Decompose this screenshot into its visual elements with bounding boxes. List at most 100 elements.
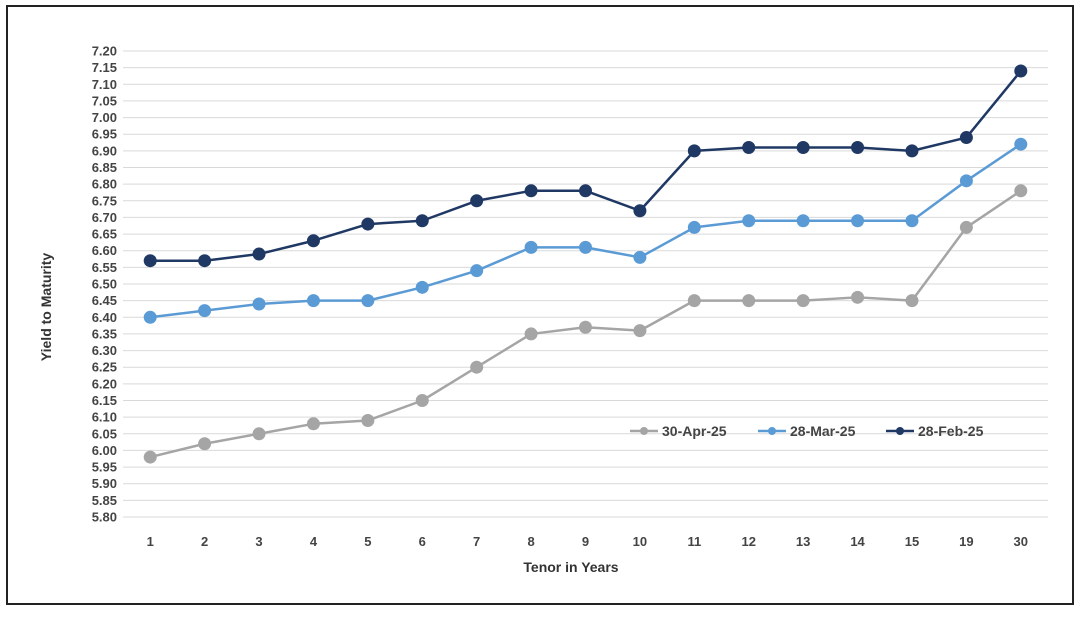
data-point — [415, 214, 429, 228]
legend-label: 28-Feb-25 — [918, 423, 984, 439]
series-line — [150, 70, 1022, 262]
y-tick-label: 6.35 — [92, 326, 117, 341]
data-point — [633, 324, 647, 338]
data-point — [1014, 64, 1028, 78]
data-point — [415, 280, 429, 294]
data-point — [252, 247, 266, 261]
data-point — [306, 417, 320, 431]
y-tick-label: 6.30 — [92, 343, 117, 358]
x-tick-label: 30 — [1014, 534, 1028, 549]
series-lines — [143, 64, 1028, 464]
data-point — [1014, 137, 1028, 151]
data-point — [796, 214, 810, 228]
y-tick-label: 6.25 — [92, 360, 117, 375]
legend-label: 28-Mar-25 — [790, 423, 856, 439]
x-tick-label: 6 — [419, 534, 426, 549]
y-tick-label: 7.00 — [92, 110, 117, 125]
data-point — [905, 214, 919, 228]
y-tick-label: 5.80 — [92, 510, 117, 525]
x-tick-label: 11 — [687, 534, 701, 549]
y-tick-label: 6.05 — [92, 426, 117, 441]
x-tick-label: 14 — [850, 534, 865, 549]
data-point — [524, 240, 538, 254]
data-point — [742, 141, 756, 155]
y-tick-label: 6.40 — [92, 310, 117, 325]
data-point — [198, 437, 212, 451]
data-point — [524, 184, 538, 198]
y-tick-label: 6.55 — [92, 260, 117, 275]
data-point — [687, 294, 701, 308]
data-point — [579, 184, 592, 198]
data-point — [687, 220, 701, 234]
series-28-Mar-25 — [143, 137, 1028, 324]
legend-swatch-marker — [896, 427, 904, 435]
data-point — [252, 427, 266, 441]
series-28-Feb-25 — [143, 64, 1028, 268]
y-tick-label: 6.10 — [92, 410, 117, 425]
x-tick-label: 5 — [364, 534, 371, 549]
data-point — [306, 294, 320, 308]
data-point — [470, 194, 484, 208]
y-tick-label: 6.80 — [92, 177, 117, 192]
legend-item: 30-Apr-25 — [630, 423, 727, 439]
data-point — [796, 294, 810, 308]
y-tick-label: 5.95 — [92, 460, 117, 475]
y-tick-label: 6.65 — [92, 227, 117, 242]
y-tick-label: 5.85 — [92, 493, 117, 508]
data-point — [361, 413, 375, 427]
yield-curve-chart: 5.80 5.85 5.905.95 6.00 6.056.10 6.15 6.206.25… — [38, 44, 1048, 575]
series-30-Apr-25 — [143, 184, 1028, 464]
x-tick-label: 1 — [147, 534, 154, 549]
legend-swatch-marker — [768, 427, 776, 435]
y-axis-title: Yield to Maturity — [38, 253, 54, 362]
data-point — [143, 450, 157, 464]
data-point — [252, 297, 266, 311]
y-tick-label: 5.90 — [92, 476, 117, 491]
data-point — [905, 294, 919, 308]
x-tick-label: 2 — [201, 534, 208, 549]
data-point — [742, 214, 756, 228]
data-point — [361, 217, 375, 231]
x-tick-label: 19 — [959, 534, 973, 549]
x-tick-label: 7 — [473, 534, 480, 549]
y-tick-label: 6.45 — [92, 293, 117, 308]
data-point — [198, 254, 212, 268]
y-tick-label: 6.70 — [92, 210, 117, 225]
data-point — [851, 214, 865, 228]
legend-swatch-marker — [640, 427, 648, 435]
data-point — [1014, 184, 1028, 198]
data-point — [579, 320, 592, 334]
y-tick-label: 6.50 — [92, 277, 117, 292]
y-tick-label: 6.75 — [92, 193, 117, 208]
y-tick-label: 7.20 — [92, 44, 117, 59]
x-tick-label: 15 — [905, 534, 919, 549]
legend-item: 28-Mar-25 — [758, 423, 856, 439]
data-point — [687, 144, 701, 158]
data-point — [470, 264, 484, 278]
y-tick-label: 7.15 — [92, 60, 117, 75]
y-tick-label: 6.60 — [92, 243, 117, 258]
series-line — [150, 143, 1022, 319]
data-point — [959, 131, 973, 145]
legend-item: 28-Feb-25 — [886, 423, 984, 439]
x-tick-label: 12 — [742, 534, 756, 549]
y-tick-label: 6.85 — [92, 160, 117, 175]
y-tick-label: 6.95 — [92, 127, 117, 142]
data-point — [851, 141, 865, 155]
data-point — [742, 294, 756, 308]
data-point — [959, 220, 973, 234]
data-point — [143, 310, 157, 324]
x-tick-label: 13 — [796, 534, 810, 549]
data-point — [796, 141, 810, 155]
data-point — [633, 250, 647, 264]
data-point — [905, 144, 919, 158]
x-tick-label: 8 — [527, 534, 534, 549]
y-tick-label: 6.90 — [92, 143, 117, 158]
x-tick-label: 3 — [255, 534, 262, 549]
legend: 30-Apr-25 28-Mar-25 28-Feb-25 — [630, 423, 984, 439]
x-tick-label: 10 — [633, 534, 647, 549]
x-axis-title: Tenor in Years — [523, 559, 618, 575]
x-tick-label: 9 — [582, 534, 589, 549]
data-point — [633, 204, 647, 218]
gridlines — [123, 50, 1048, 518]
